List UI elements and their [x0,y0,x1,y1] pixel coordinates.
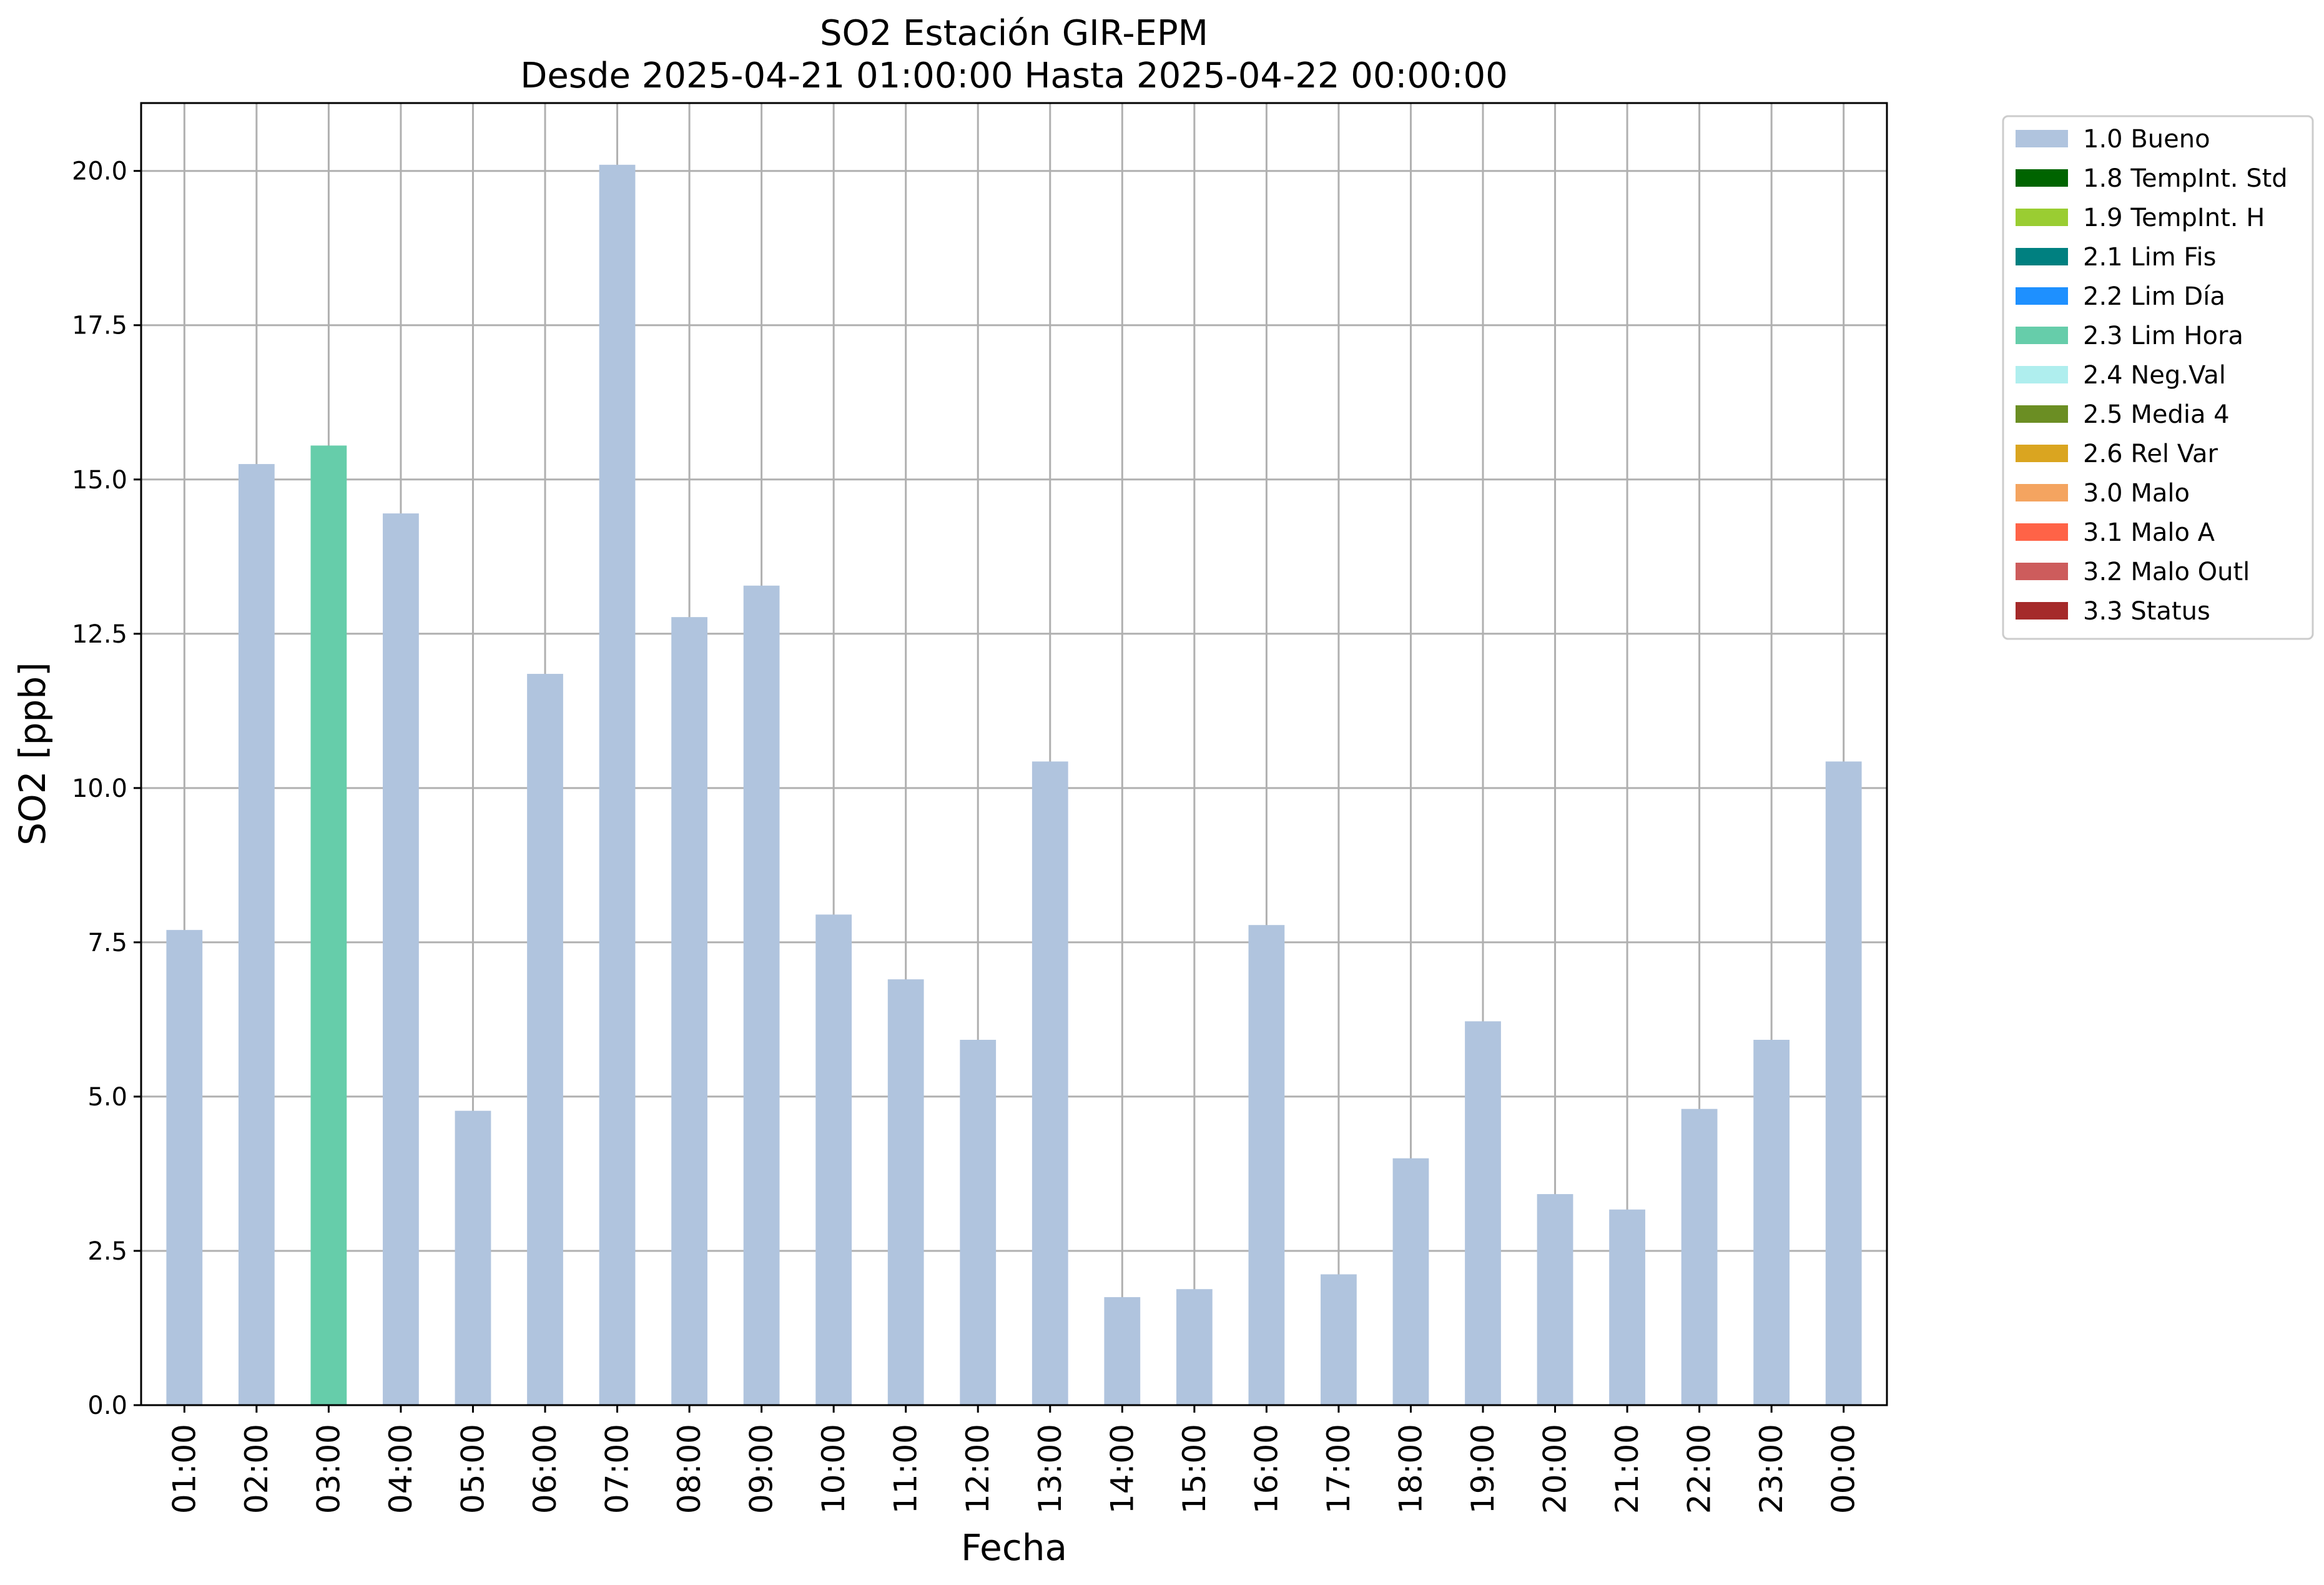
bar-1700 [1321,1274,1357,1405]
x-tick-label: 15:00 [1176,1424,1213,1514]
chart-title: SO2 Estación GIR-EPM [820,13,1208,54]
x-tick-label: 09:00 [744,1424,780,1514]
bar-1900 [1465,1021,1501,1405]
bar-2000 [1537,1194,1573,1405]
x-tick-label: 14:00 [1104,1424,1140,1514]
legend-label: 1.0 Bueno [2083,125,2210,154]
legend-label: 3.0 Malo [2083,479,2190,508]
legend-swatch [2016,130,2068,147]
y-tick-label: 15.0 [72,466,127,495]
bar-2300 [1753,1040,1790,1405]
x-tick-label: 07:00 [599,1424,636,1514]
bar-0500 [455,1110,491,1405]
legend-label: 1.8 TempInt. Std [2083,164,2288,193]
x-tick-label: 11:00 [888,1424,924,1514]
y-tick-label: 10.0 [72,774,127,803]
bar-2100 [1609,1209,1645,1405]
bar-0800 [671,617,707,1405]
legend-label: 2.2 Lim Día [2083,282,2225,311]
legend-swatch [2016,523,2068,541]
legend-label: 3.2 Malo Outl [2083,558,2250,586]
bar-1800 [1392,1158,1429,1405]
bar-0400 [383,513,419,1405]
legend-swatch [2016,169,2068,187]
legend-swatch [2016,445,2068,462]
legend: 1.0 Bueno 1.8 TempInt. Std 1.9 TempInt. H 2… [2002,115,2314,640]
legend-label: 2.1 Lim Fis [2083,243,2216,272]
bar-0300 [310,445,347,1405]
bar-0600 [527,674,563,1405]
x-tick-label: 19:00 [1465,1424,1501,1514]
legend-swatch [2016,287,2068,305]
bars-layer [166,164,1862,1405]
bar-0200 [238,464,275,1405]
bar-0100 [166,930,203,1405]
x-tick-label: 17:00 [1321,1424,1357,1514]
legend-frame [2002,115,2314,640]
chart-subtitle: Desde 2025-04-21 01:00:00 Hasta 2025-04-… [520,56,1508,96]
x-axis: 01:00 02:00 03:00 04:00 05:00 06:00 07:00 08:00… [166,1405,1862,1514]
x-tick-label: 08:00 [671,1424,707,1514]
bar-1000 [815,914,852,1405]
legend-swatch [2016,327,2068,344]
x-tick-label: 00:00 [1826,1424,1862,1514]
x-tick-label: 13:00 [1032,1424,1068,1514]
x-tick-label: 16:00 [1248,1424,1284,1514]
x-tick-label: 20:00 [1537,1424,1573,1514]
legend-label: 2.3 Lim Hora [2083,322,2243,350]
x-tick-label: 01:00 [166,1424,202,1514]
bar-0000 [1825,761,1862,1405]
bar-0700 [599,164,636,1405]
bar-1300 [1032,761,1068,1405]
y-tick-label: 5.0 [87,1083,127,1112]
plot-frame [140,102,1888,1406]
x-tick-label: 10:00 [815,1424,852,1514]
legend-swatch [2016,484,2068,501]
x-tick-label: 18:00 [1392,1424,1429,1514]
y-axis-label: SO2 [ppb] [11,662,54,846]
legend-swatch [2016,405,2068,423]
legend-label: 1.9 TempInt. H [2083,204,2265,232]
x-tick-label: 12:00 [960,1424,996,1514]
bar-1400 [1104,1297,1141,1405]
legend-label: 2.5 Media 4 [2083,400,2230,429]
y-tick-label: 2.5 [87,1237,127,1266]
bar-1500 [1176,1289,1213,1405]
y-tick-label: 0.0 [87,1391,127,1420]
legend-swatch [2016,563,2068,580]
x-tick-label: 03:00 [310,1424,347,1514]
legend-swatch [2016,209,2068,226]
y-tick-label: 7.5 [87,929,127,957]
y-tick-label: 20.0 [72,157,127,186]
legend-swatch [2016,602,2068,620]
bar-1600 [1248,925,1285,1405]
bar-0900 [743,585,780,1405]
y-tick-label: 12.5 [72,620,127,649]
x-axis-label: Fecha [961,1526,1067,1569]
x-tick-label: 04:00 [383,1424,419,1514]
legend-label: 2.6 Rel Var [2083,440,2218,468]
x-tick-label: 02:00 [239,1424,275,1514]
bar-2200 [1681,1109,1718,1405]
legend-label: 3.1 Malo A [2083,518,2215,547]
y-tick-label: 17.5 [72,312,127,340]
x-tick-label: 21:00 [1609,1424,1645,1514]
legend-label: 3.3 Status [2083,597,2210,626]
chart-title-group: SO2 Estación GIR-EPM Desde 2025-04-21 01… [520,13,1508,96]
legend-swatch [2016,366,2068,383]
x-tick-label: 05:00 [455,1424,491,1514]
bar-1100 [887,979,924,1405]
bar-1200 [960,1040,997,1405]
y-axis: 0.0 2.5 5.0 7.5 10.0 12.5 15.0 17.5 20.0 [72,157,141,1420]
legend-swatch [2016,248,2068,265]
x-tick-label: 06:00 [527,1424,563,1514]
legend-label: 2.4 Neg.Val [2083,361,2226,390]
x-tick-label: 23:00 [1753,1424,1790,1514]
x-tick-label: 22:00 [1681,1424,1718,1514]
